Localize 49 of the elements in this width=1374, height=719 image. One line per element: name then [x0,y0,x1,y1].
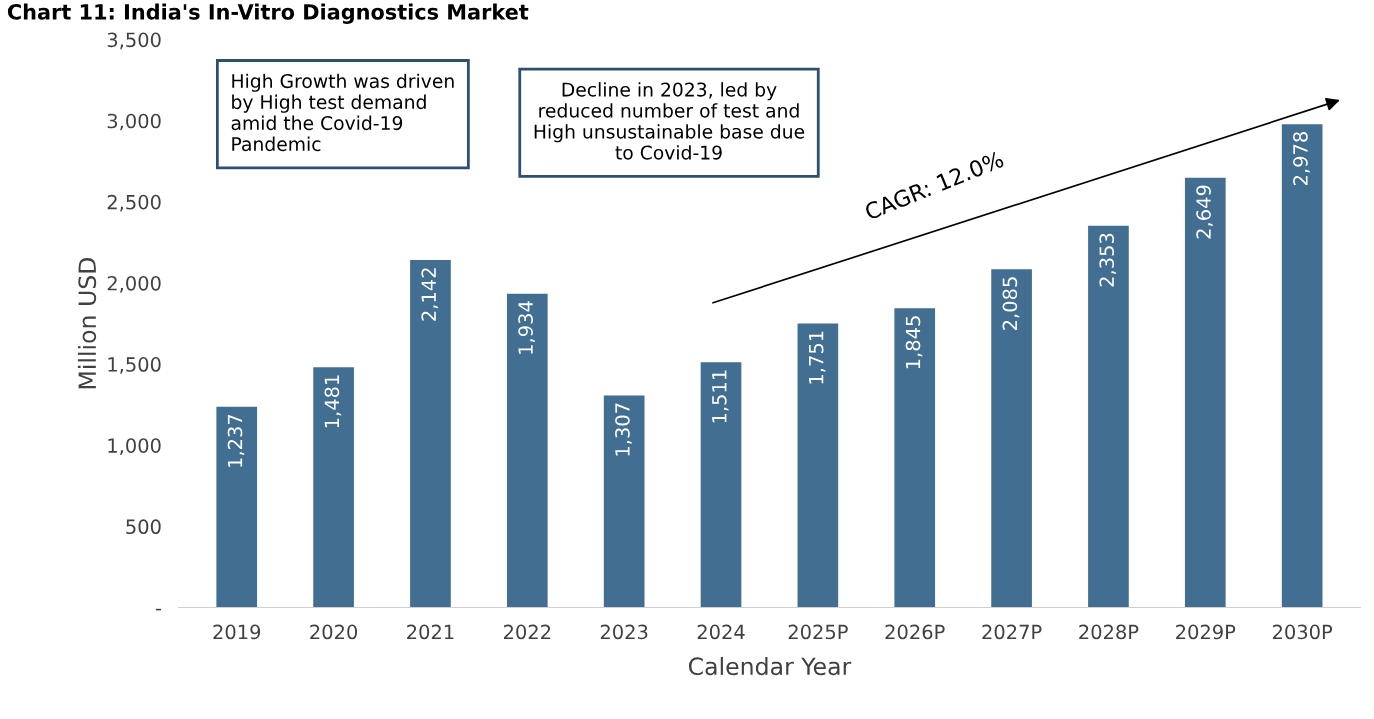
y-tick-label: 500 [126,519,161,535]
x-tick-label: 2023 [600,624,648,640]
data-label: 2,978 [1293,132,1310,185]
x-tick-label: 2019 [213,624,261,640]
y-axis-title: Million USD [77,257,97,389]
y-tick-label: 3,000 [107,113,161,131]
data-label: 1,307 [615,403,632,456]
bar [603,395,645,608]
y-tick-label: 1,500 [108,357,161,374]
y-tick-label: 3,500 [107,32,161,50]
bar [410,259,451,608]
x-tick-label: 2027P [982,624,1042,640]
data-label: 1,845 [905,316,923,369]
bar [700,362,742,608]
x-tick-label: 2022 [503,624,551,640]
annotation: Decline in 2023, led by reduced number of test and High unsustainable base due to Covid-19 [534,82,805,160]
data-label: 1,934 [518,301,535,354]
data-label: 1,751 [809,331,826,384]
y-tick-label: 2,000 [107,275,161,293]
bar [506,293,548,608]
x-tick-label: 2026P [885,624,945,640]
data-label: 1,481 [324,375,342,428]
annotation: High Growth was driven by High test demand amid the Covid-19 Pandemic [231,73,454,152]
x-tick-label: 2025P [788,624,848,640]
x-axis-title: Calendar Year [688,656,852,676]
y-tick-label: - [155,608,162,611]
data-label: 2,085 [1002,277,1020,330]
chart-title: Chart 11: India's In-Vitro Diagnostics Market [7,3,529,24]
data-label: 1,511 [712,370,729,423]
x-tick-label: 2030P [1272,624,1333,640]
data-label: 1,237 [227,414,245,467]
x-tick-label: 2029P [1176,624,1236,640]
x-tick-label: 2020 [310,624,358,640]
bar [991,269,1032,608]
data-label: 2,649 [1196,185,1213,239]
bar [1088,225,1129,608]
y-tick-label: 2,500 [107,194,161,212]
y-tick-label: 1,000 [108,438,161,455]
bar [216,406,258,608]
data-label: 2,353 [1099,233,1117,287]
bar [1184,177,1226,608]
x-tick-label: 2021 [407,624,454,640]
x-tick-label: 2024 [697,624,745,640]
bar [797,323,839,608]
bar [1281,124,1323,608]
bar [313,367,354,608]
data-label: 2,142 [421,268,439,321]
bar [894,308,936,608]
x-tick-label: 2028P [1079,624,1139,640]
